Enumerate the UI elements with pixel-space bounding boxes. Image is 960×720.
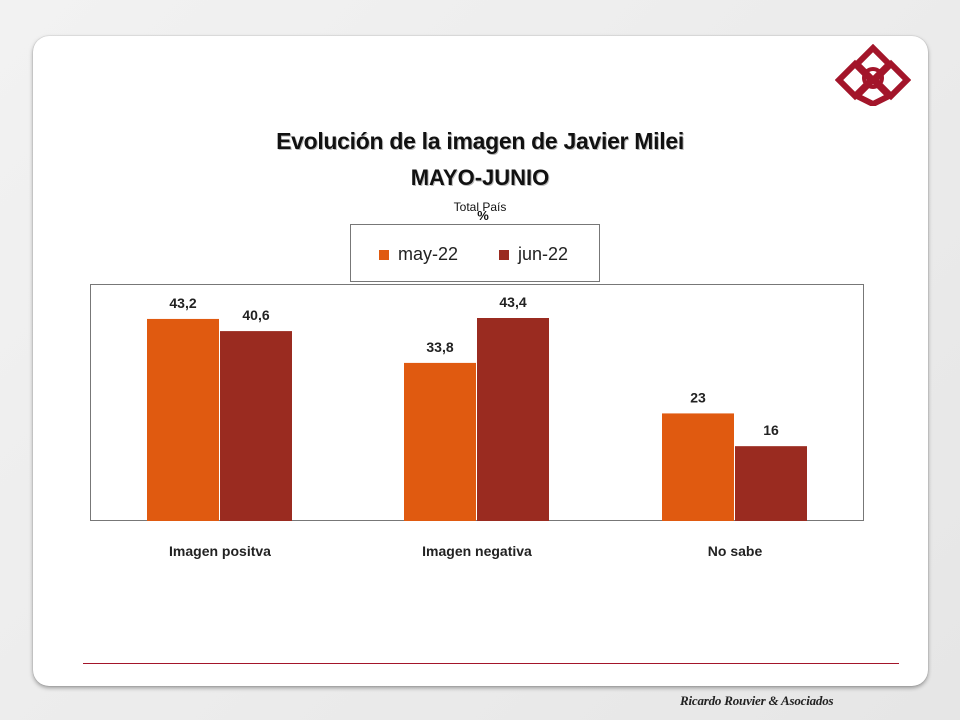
legend-item-jun: jun-22 bbox=[499, 244, 568, 265]
chart-legend: may-22 jun-22 bbox=[350, 224, 600, 282]
caption-scope: Total País bbox=[453, 200, 507, 214]
data-label-may-22-0: 43,2 bbox=[169, 295, 196, 311]
diamond-logo-icon bbox=[835, 44, 911, 106]
footer-divider bbox=[83, 663, 899, 664]
bar-jun-22-0 bbox=[220, 331, 292, 521]
data-label-may-22-2: 23 bbox=[690, 389, 706, 405]
bar-may-22-2 bbox=[662, 413, 734, 521]
legend-item-may: may-22 bbox=[379, 244, 458, 265]
legend-label-jun: jun-22 bbox=[518, 244, 569, 264]
legend-swatch-may bbox=[379, 249, 389, 260]
chart-title: Evolución de la imagen de Javier Milei bbox=[276, 128, 684, 154]
data-label-jun-22-2: 16 bbox=[763, 422, 779, 438]
bar-may-22-1 bbox=[404, 362, 476, 521]
footer-brand: Ricardo Rouvier & Asociados bbox=[680, 693, 834, 708]
data-label-jun-22-1: 43,4 bbox=[499, 294, 526, 310]
legend-swatch-jun bbox=[499, 249, 509, 260]
category-label-0: Imagen positva bbox=[169, 543, 271, 559]
bar-jun-22-2 bbox=[735, 446, 807, 521]
chart-subtitle: MAYO-JUNIO bbox=[410, 165, 550, 190]
data-label-jun-22-0: 40,6 bbox=[242, 307, 269, 323]
bar-jun-22-1 bbox=[477, 318, 549, 521]
category-label-1: Imagen negativa bbox=[422, 543, 532, 559]
caption-unit: % bbox=[477, 208, 489, 223]
legend-label-may: may-22 bbox=[398, 244, 459, 264]
data-label-may-22-1: 33,8 bbox=[426, 339, 453, 355]
bar-may-22-0 bbox=[147, 318, 219, 521]
category-label-2: No sabe bbox=[708, 543, 763, 559]
